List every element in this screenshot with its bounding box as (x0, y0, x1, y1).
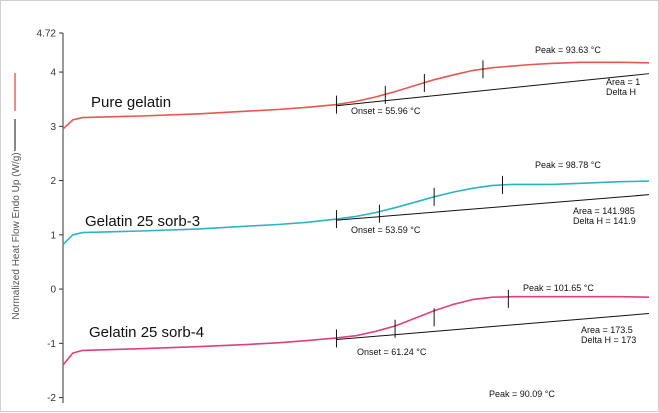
peak-label: Peak = 98.78 °C (535, 160, 601, 170)
peak-label: Peak = 93.63 °C (535, 45, 601, 55)
y-tick-label: 4.72 (37, 29, 57, 40)
y-tick-label: 0 (50, 285, 56, 296)
y-tick-label: 2 (50, 176, 56, 187)
peak-label-secondary: Peak = 90.09 °C (489, 389, 555, 399)
area-label: Area = 1 (606, 77, 640, 87)
peak-label: Peak = 101.65 °C (523, 283, 594, 293)
area-label: Area = 173.5 (581, 325, 633, 335)
series-line (62, 180, 650, 246)
series-label: Gelatin 25 sorb-4 (89, 324, 204, 341)
y-tick-label: -2 (47, 393, 56, 404)
delta-h-label: Delta H = 141.9 (573, 216, 636, 226)
onset-label: Onset = 61.24 °C (357, 347, 427, 357)
series-label: Pure gelatin (91, 94, 171, 111)
onset-label: Onset = 55.96 °C (351, 106, 421, 116)
series-line (62, 61, 650, 130)
baseline-line (336, 312, 650, 341)
baseline-line (336, 194, 650, 221)
baseline-line (336, 73, 650, 107)
delta-h-label: Delta H (606, 87, 636, 97)
y-tick-label: 3 (50, 122, 56, 133)
delta-h-label: Delta H = 173 (581, 335, 636, 345)
onset-label: Onset = 53.59 °C (351, 225, 421, 235)
y-tick-label: -1 (47, 339, 56, 350)
y-axis-title: Normalized Heat Flow Endo Up (W/g) (11, 152, 22, 319)
y-tick-label: 1 (50, 230, 56, 241)
area-label: Area = 141.985 (573, 206, 635, 216)
y-tick-label: 4 (50, 68, 56, 79)
series-label: Gelatin 25 sorb-3 (85, 213, 200, 230)
